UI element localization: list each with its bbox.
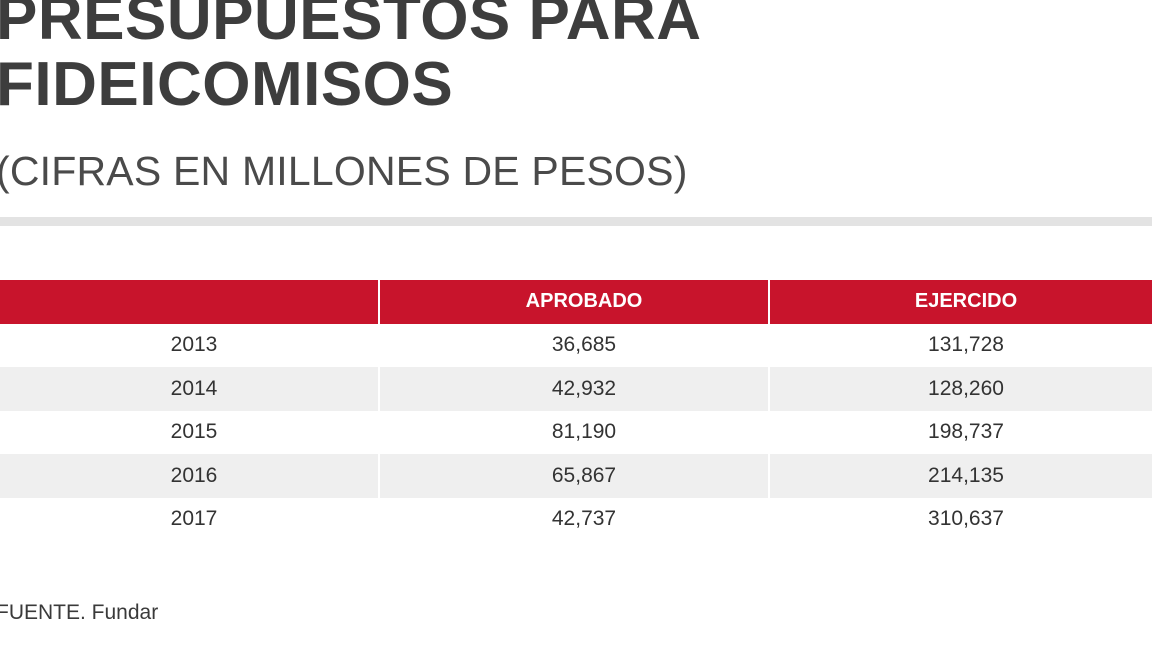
- data-table: APROBADO EJERCIDO 2013 36,685 131,728 2014 4…: [0, 280, 1152, 541]
- table-header-row: APROBADO EJERCIDO: [0, 280, 1152, 324]
- chart-title: PRESUPUESTOS PARA FIDEICOMISOS: [0, 0, 702, 118]
- title-line-2: FIDEICOMISOS: [0, 50, 454, 119]
- source-note: FUENTE. Fundar: [0, 601, 159, 624]
- title-line-1: PRESUPUESTOS PARA: [0, 0, 702, 53]
- header-cell-ejercido: EJERCIDO: [770, 280, 1152, 324]
- cell-year: 2013: [0, 323, 380, 367]
- cell-aprobado: 42,932: [380, 367, 770, 411]
- header-cell-aprobado: APROBADO: [380, 280, 770, 324]
- table-row: 2017 42,737 310,637: [0, 497, 1152, 541]
- chart-subtitle: (CIFRAS EN MILLONES DE PESOS): [0, 148, 688, 194]
- table-body: 2013 36,685 131,728 2014 42,932 128,260 2015 81…: [0, 323, 1152, 541]
- cell-aprobado: 36,685: [380, 323, 770, 367]
- cell-ejercido: 198,737: [770, 410, 1152, 454]
- cell-year: 2015: [0, 410, 380, 454]
- cell-aprobado: 42,737: [380, 497, 770, 541]
- table-row: 2016 65,867 214,135: [0, 454, 1152, 498]
- cell-ejercido: 131,728: [770, 323, 1152, 367]
- cell-year: 2017: [0, 497, 380, 541]
- cell-aprobado: 65,867: [380, 454, 770, 498]
- table-row: 2013 36,685 131,728: [0, 323, 1152, 367]
- cell-ejercido: 128,260: [770, 367, 1152, 411]
- divider: [0, 217, 1152, 226]
- cell-ejercido: 214,135: [770, 454, 1152, 498]
- cell-year: 2016: [0, 454, 380, 498]
- header-cell-year: [0, 280, 380, 324]
- cell-ejercido: 310,637: [770, 497, 1152, 541]
- cell-year: 2014: [0, 367, 380, 411]
- table-row: 2015 81,190 198,737: [0, 410, 1152, 454]
- cell-aprobado: 81,190: [380, 410, 770, 454]
- table-row: 2014 42,932 128,260: [0, 367, 1152, 411]
